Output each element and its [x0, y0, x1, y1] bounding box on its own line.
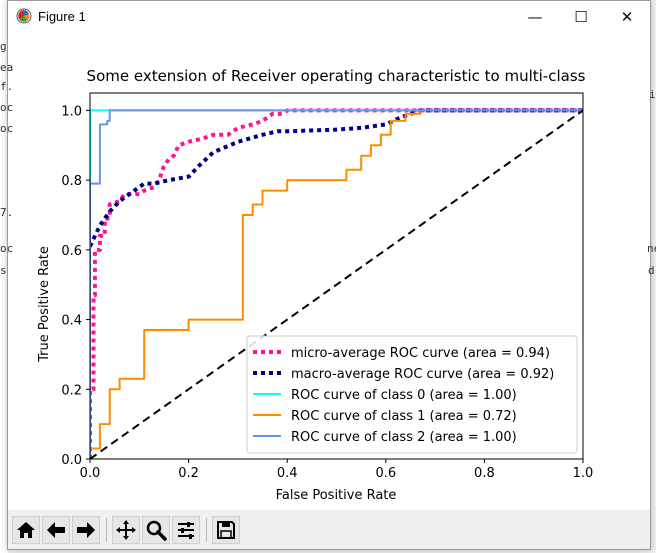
figure-window: Figure 1 — ☐ ✕ Some extension of Receive… [7, 0, 651, 550]
toolbar-separator [206, 518, 207, 542]
x-tick-label: 0.4 [277, 466, 298, 481]
roc-series-line-4 [90, 109, 583, 459]
x-tick-label: 0.6 [375, 466, 396, 481]
arrow-left-icon [47, 522, 65, 538]
zoom-button[interactable] [142, 516, 170, 544]
background-text: oc [0, 122, 14, 135]
legend-label: ROC curve of class 1 (area = 0.72) [291, 409, 517, 424]
configure-subplots-button[interactable] [172, 516, 200, 544]
x-tick-label: 0.0 [80, 466, 101, 481]
minimize-button[interactable]: — [512, 1, 558, 32]
legend-box [246, 335, 578, 454]
move-icon [116, 520, 136, 540]
roc-series-line-3 [90, 109, 583, 450]
background-text: 7. [0, 206, 14, 219]
x-axis-label: False Positive Rate [276, 488, 397, 503]
x-tick-label: 0.8 [474, 466, 495, 481]
y-tick-label: 0.0 [61, 453, 82, 468]
y-tick-label: 0.4 [61, 314, 82, 329]
background-text: d [648, 264, 655, 277]
legend-label: ROC curve of class 0 (area = 1.00) [291, 388, 517, 403]
y-tick-label: 0.8 [61, 174, 82, 189]
maximize-button[interactable]: ☐ [558, 1, 604, 32]
sliders-icon [178, 522, 194, 539]
background-text: ne [647, 242, 656, 255]
y-tick-label: 1.0 [61, 104, 82, 119]
y-axis-label: True Positive Rate [37, 246, 52, 363]
x-tick-label: 1.0 [573, 466, 594, 481]
maximize-icon: ☐ [574, 7, 588, 26]
background-text: oc [0, 101, 14, 114]
figure-canvas[interactable]: Some extension of Receiver operating cha… [8, 32, 650, 510]
legend-label: macro-average ROC curve (area = 0.92) [291, 367, 554, 382]
chance-diagonal-line [90, 109, 584, 459]
close-button[interactable]: ✕ [604, 1, 650, 32]
arrow-right-icon [77, 522, 95, 538]
close-icon: ✕ [620, 7, 634, 26]
background-text: f. [0, 80, 14, 93]
legend-label: micro-average ROC curve (area = 0.94) [291, 346, 550, 361]
background-desktop [0, 0, 8, 553]
navigation-toolbar [8, 510, 650, 549]
matplotlib-logo-icon [16, 8, 32, 24]
x-tick-label: 0.2 [178, 466, 199, 481]
window-title: Figure 1 [38, 9, 86, 24]
background-text: s [0, 264, 7, 277]
title-bar[interactable]: Figure 1 — ☐ ✕ [8, 1, 650, 32]
legend-label: ROC curve of class 2 (area = 1.00) [291, 430, 517, 445]
save-button[interactable] [212, 516, 240, 544]
home-icon [17, 522, 35, 538]
roc-series-line-0 [90, 108, 583, 459]
background-text: oc [0, 242, 14, 255]
forward-button[interactable] [72, 516, 100, 544]
roc-chart: Some extension of Receiver operating cha… [37, 67, 594, 503]
chart-title: Some extension of Receiver operating cha… [87, 67, 586, 85]
save-icon [217, 521, 235, 539]
toolbar-separator [106, 518, 107, 542]
background-text: i [649, 88, 656, 101]
minimize-icon: — [527, 7, 543, 26]
y-tick-label: 0.6 [61, 244, 82, 259]
zoom-icon [146, 520, 167, 541]
home-button[interactable] [12, 516, 40, 544]
background-text: ea [0, 61, 14, 74]
back-button[interactable] [42, 516, 70, 544]
y-tick-label: 0.2 [61, 383, 82, 398]
axes-frame [89, 92, 584, 460]
background-text: g [0, 40, 7, 53]
pan-button[interactable] [112, 516, 140, 544]
